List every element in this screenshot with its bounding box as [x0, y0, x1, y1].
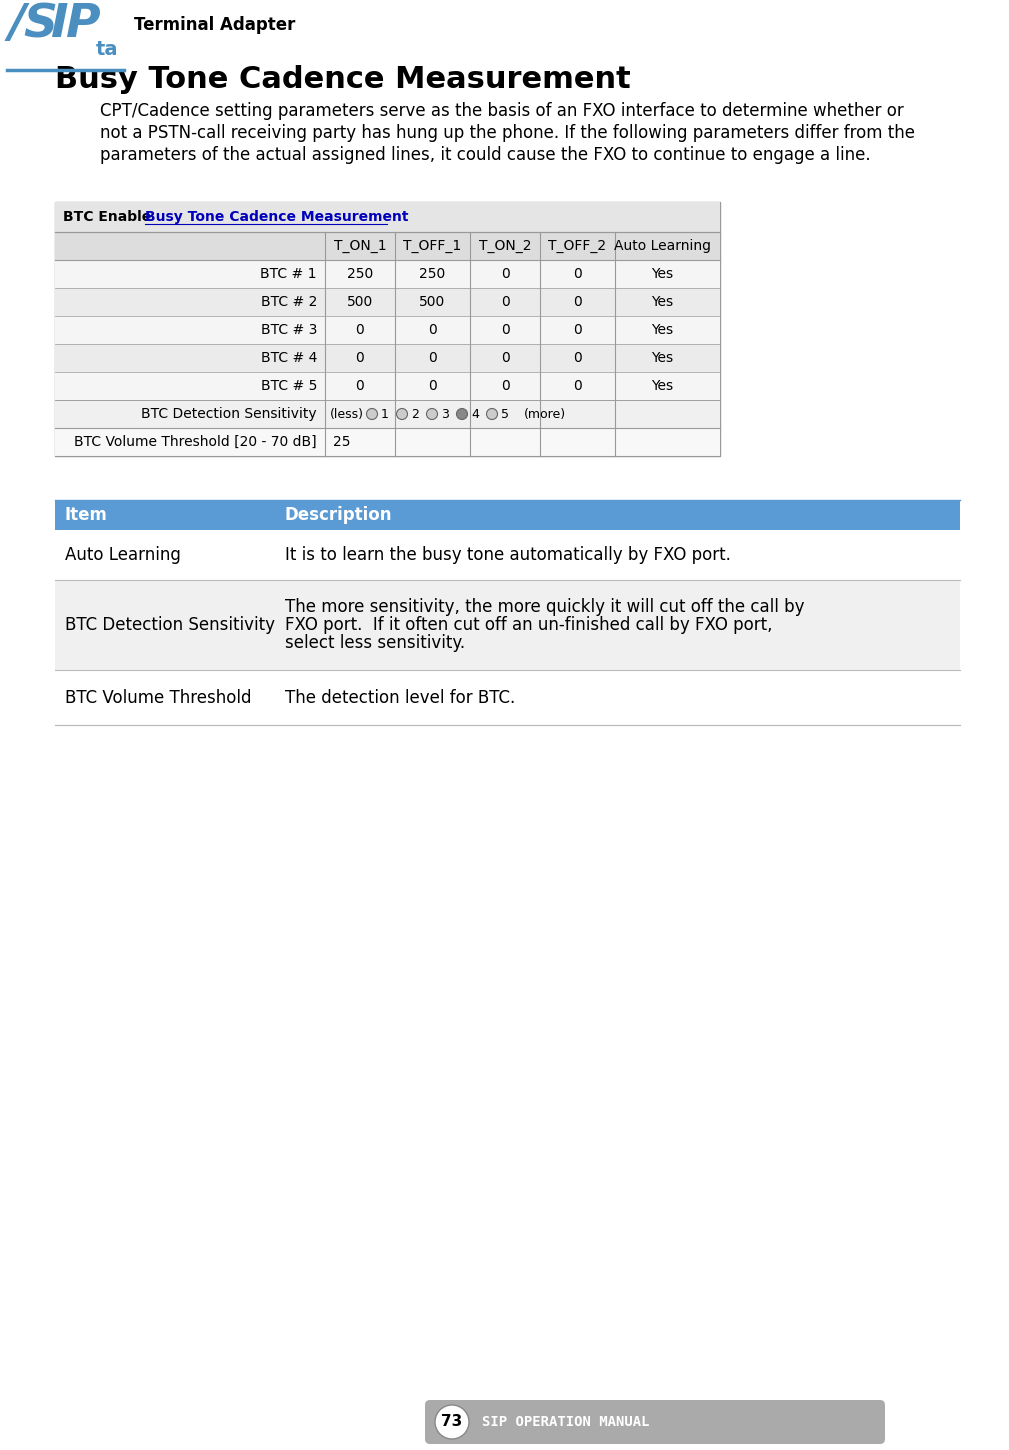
- Text: 0: 0: [500, 351, 510, 365]
- Text: 250: 250: [347, 267, 373, 281]
- Text: Auto Learning: Auto Learning: [614, 239, 711, 252]
- Circle shape: [397, 409, 408, 419]
- Text: 0: 0: [428, 378, 437, 393]
- Text: 0: 0: [573, 378, 582, 393]
- Bar: [55, 289, 720, 316]
- Text: It is to learn the busy tone automatically by FXO port.: It is to learn the busy tone automatical…: [285, 547, 731, 564]
- Text: BTC Enable: BTC Enable: [63, 210, 151, 223]
- Text: 0: 0: [573, 294, 582, 309]
- Text: 500: 500: [347, 294, 373, 309]
- Text: 25: 25: [333, 435, 350, 450]
- Text: 0: 0: [428, 323, 437, 336]
- Text: Yes: Yes: [652, 378, 674, 393]
- Bar: [55, 500, 960, 531]
- Text: FXO port.  If it often cut off an un-finished call by FXO port,: FXO port. If it often cut off an un-fini…: [285, 616, 773, 634]
- Bar: [55, 580, 960, 670]
- Text: BTC # 4: BTC # 4: [260, 351, 317, 365]
- Text: Auto Learning: Auto Learning: [65, 547, 181, 564]
- Text: select less sensitivity.: select less sensitivity.: [285, 634, 465, 652]
- Bar: [55, 344, 720, 373]
- Circle shape: [427, 409, 438, 419]
- Text: SIP OPERATION MANUAL: SIP OPERATION MANUAL: [482, 1415, 650, 1430]
- Text: Yes: Yes: [652, 323, 674, 336]
- Bar: [55, 232, 720, 260]
- Text: (more): (more): [524, 407, 566, 420]
- Text: BTC # 1: BTC # 1: [260, 267, 317, 281]
- Text: 0: 0: [500, 267, 510, 281]
- Circle shape: [366, 409, 377, 419]
- Text: 4: 4: [471, 407, 479, 420]
- Text: 0: 0: [573, 267, 582, 281]
- Text: 0: 0: [573, 351, 582, 365]
- Text: 0: 0: [500, 294, 510, 309]
- Text: 0: 0: [573, 323, 582, 336]
- FancyBboxPatch shape: [425, 1401, 885, 1444]
- Text: The detection level for BTC.: The detection level for BTC.: [285, 689, 516, 706]
- Bar: [55, 400, 720, 428]
- Bar: [55, 260, 720, 289]
- Text: BTC # 5: BTC # 5: [260, 378, 317, 393]
- Text: 0: 0: [355, 323, 364, 336]
- Text: BTC Volume Threshold [20 - 70 dB]: BTC Volume Threshold [20 - 70 dB]: [75, 435, 317, 450]
- Text: Busy Tone Cadence Measurement: Busy Tone Cadence Measurement: [145, 210, 409, 223]
- Bar: [55, 531, 960, 580]
- Text: parameters of the actual assigned lines, it could cause the FXO to continue to e: parameters of the actual assigned lines,…: [100, 146, 871, 164]
- Bar: [55, 316, 720, 344]
- Text: not a PSTN-call receiving party has hung up the phone. If the following paramete: not a PSTN-call receiving party has hung…: [100, 125, 915, 142]
- Text: BTC # 3: BTC # 3: [260, 323, 317, 336]
- Text: (less): (less): [330, 407, 364, 420]
- Circle shape: [456, 409, 467, 419]
- Text: BTC Detection Sensitivity: BTC Detection Sensitivity: [141, 407, 317, 420]
- Text: 0: 0: [428, 351, 437, 365]
- Text: BTC Detection Sensitivity: BTC Detection Sensitivity: [65, 616, 275, 634]
- Text: Yes: Yes: [652, 351, 674, 365]
- Text: Busy Tone Cadence Measurement: Busy Tone Cadence Measurement: [55, 65, 631, 94]
- Text: 500: 500: [420, 294, 446, 309]
- Text: CPT/Cadence setting parameters serve as the basis of an FXO interface to determi: CPT/Cadence setting parameters serve as …: [100, 102, 904, 120]
- Circle shape: [435, 1405, 469, 1438]
- Text: BTC # 2: BTC # 2: [260, 294, 317, 309]
- Text: ta: ta: [96, 41, 118, 59]
- Bar: [55, 202, 720, 455]
- Bar: [55, 670, 960, 725]
- Text: 73: 73: [441, 1415, 462, 1430]
- Text: 0: 0: [500, 323, 510, 336]
- Text: S: S: [23, 3, 58, 48]
- Text: BTC Volume Threshold: BTC Volume Threshold: [65, 689, 251, 706]
- Text: I: I: [51, 3, 69, 48]
- Text: 2: 2: [411, 407, 419, 420]
- Circle shape: [486, 409, 497, 419]
- Bar: [55, 373, 720, 400]
- Text: 1: 1: [381, 407, 388, 420]
- Text: The more sensitivity, the more quickly it will cut off the call by: The more sensitivity, the more quickly i…: [285, 597, 804, 616]
- Text: P: P: [66, 3, 100, 48]
- Text: Yes: Yes: [652, 294, 674, 309]
- Text: 0: 0: [355, 351, 364, 365]
- Text: 0: 0: [500, 378, 510, 393]
- Text: Yes: Yes: [652, 267, 674, 281]
- Text: Description: Description: [285, 506, 393, 523]
- Text: 3: 3: [441, 407, 449, 420]
- Text: 0: 0: [355, 378, 364, 393]
- Text: T_OFF_2: T_OFF_2: [549, 239, 606, 252]
- Bar: [55, 202, 720, 232]
- Text: 5: 5: [501, 407, 509, 420]
- Text: T_OFF_1: T_OFF_1: [404, 239, 462, 252]
- Text: Terminal Adapter: Terminal Adapter: [134, 16, 296, 33]
- Text: 250: 250: [420, 267, 446, 281]
- Text: T_ON_2: T_ON_2: [478, 239, 532, 252]
- Text: Item: Item: [65, 506, 108, 523]
- Bar: [55, 428, 720, 455]
- Text: /: /: [8, 3, 25, 48]
- Text: T_ON_1: T_ON_1: [334, 239, 386, 252]
